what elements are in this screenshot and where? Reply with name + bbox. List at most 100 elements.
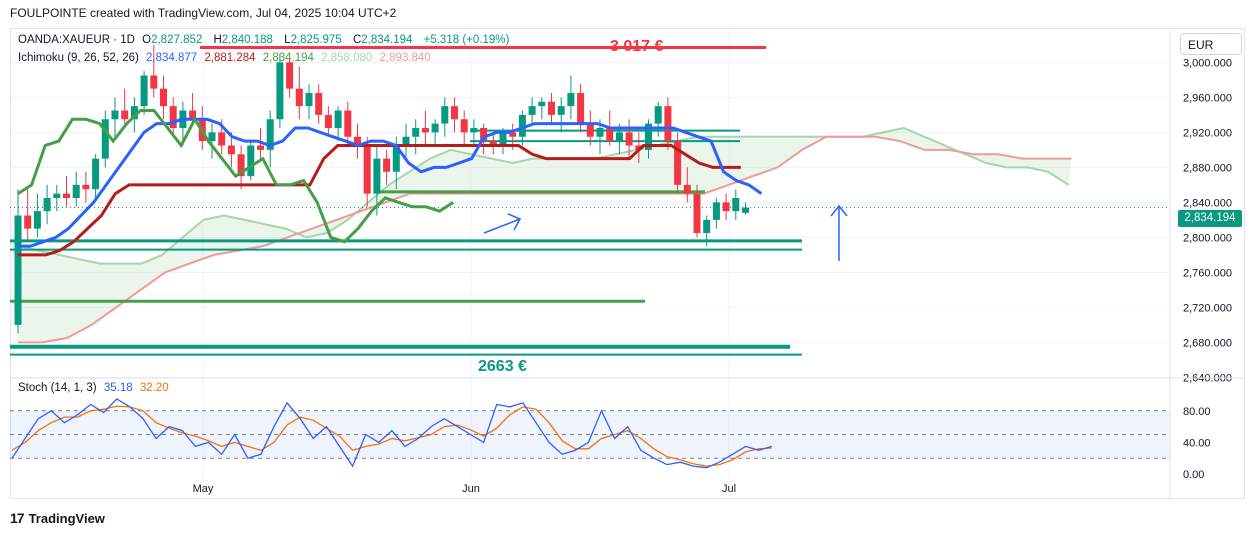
candle-body bbox=[402, 136, 410, 146]
candle-body bbox=[712, 202, 720, 220]
ichimoku-cloud bbox=[17, 126, 1072, 344]
price-axis: 3,000.000 2,960.000 2,920.000 2,880.000 2,84… bbox=[10, 30, 1245, 498]
price-tick-label: 2,960.000 bbox=[1183, 92, 1232, 104]
conversion-line bbox=[18, 117, 763, 248]
candle-body bbox=[276, 62, 284, 120]
candle-body bbox=[392, 145, 400, 172]
stoch-legend: Stoch (14, 1, 3) 35.18 32.20 bbox=[18, 382, 173, 394]
ichimoku-lines bbox=[17, 109, 763, 257]
price-tick-label: 2,720.000 bbox=[1183, 302, 1232, 314]
candle-body bbox=[53, 193, 61, 198]
brand-name: TradingView bbox=[28, 510, 105, 526]
main-legend: OANDA:XAUEUR · 1D O2,827.852 H2,840.188 … bbox=[18, 34, 513, 46]
close-label: C bbox=[352, 34, 362, 46]
candle-body bbox=[645, 123, 652, 150]
stoch-tick-label: 0.00 bbox=[1183, 469, 1204, 481]
candle-body bbox=[111, 110, 119, 120]
tradingview-logo-icon: 17 bbox=[10, 510, 25, 526]
candle-body bbox=[460, 119, 468, 133]
ichimoku-base: 2,881.284 bbox=[204, 52, 256, 64]
candle-body bbox=[606, 128, 614, 142]
stoch-d-line bbox=[11, 405, 772, 467]
ichimoku-lead-b: 2,893.840 bbox=[379, 52, 431, 64]
candle-body bbox=[92, 158, 100, 190]
candle-body bbox=[383, 158, 391, 172]
candle-body bbox=[295, 88, 303, 107]
candle-body bbox=[441, 106, 449, 124]
candle-body bbox=[24, 215, 32, 229]
candle-body bbox=[431, 123, 439, 133]
candle-body bbox=[218, 132, 226, 146]
candle-body bbox=[693, 193, 701, 233]
candle-body bbox=[567, 93, 575, 107]
lagging-line bbox=[17, 109, 455, 244]
candle-body bbox=[625, 132, 633, 146]
ichimoku-lead-a: 2,858.080 bbox=[321, 52, 373, 64]
chart-caption: FOULPOINTE created with TradingView.com,… bbox=[10, 6, 397, 20]
candle-body bbox=[305, 93, 313, 107]
stoch-tick-label: 40.00 bbox=[1183, 437, 1211, 449]
low-value: 2,825.975 bbox=[290, 34, 342, 46]
annotation-target-low: 2663 € bbox=[478, 358, 527, 375]
candle-body bbox=[489, 141, 497, 146]
candle-body bbox=[421, 128, 429, 133]
candle-body bbox=[324, 114, 332, 128]
stochastic-pane bbox=[10, 398, 1170, 469]
ichimoku-lagging: 2,834.194 bbox=[262, 52, 314, 64]
stoch-tick-label: 80.00 bbox=[1183, 406, 1211, 418]
ichimoku-legend: Ichimoku (9, 26, 52, 26) 2,834.877 2,881… bbox=[18, 52, 435, 64]
candles bbox=[14, 44, 749, 334]
open-value: 2,827.852 bbox=[151, 34, 203, 46]
candle-body bbox=[257, 145, 264, 150]
candle-body bbox=[732, 198, 740, 212]
cloud-fill bbox=[18, 128, 1072, 343]
price-tick-label: 3,000.000 bbox=[1183, 57, 1232, 69]
candle-body bbox=[140, 75, 148, 107]
chart-frame bbox=[10, 28, 1245, 499]
tradingview-brand: 17 TradingView bbox=[10, 510, 105, 526]
candle-body bbox=[509, 132, 517, 137]
candle-body bbox=[538, 101, 546, 107]
candle-body bbox=[189, 110, 197, 120]
candle-body bbox=[635, 145, 643, 150]
candle-body bbox=[43, 198, 51, 212]
stoch-name: Stoch (14, 1, 3) bbox=[18, 382, 97, 394]
candle-body bbox=[63, 193, 70, 198]
candle-body bbox=[121, 110, 129, 120]
stoch-k-line bbox=[11, 398, 772, 469]
arrow-right-drawing bbox=[483, 213, 522, 234]
candle-body bbox=[451, 106, 458, 120]
high-label: H bbox=[213, 34, 222, 46]
time-tick-label: May bbox=[193, 483, 214, 495]
candle-body bbox=[130, 106, 138, 120]
change-value: +5.318 (+0.19%) bbox=[423, 34, 510, 46]
lead-b-line bbox=[18, 135, 1072, 344]
price-tick-label: 2,840.000 bbox=[1183, 197, 1232, 209]
candle-body bbox=[596, 128, 604, 137]
candle-body bbox=[586, 123, 594, 137]
candle-body bbox=[315, 93, 323, 115]
open-label: O bbox=[142, 34, 152, 46]
time-tick-label: Jun bbox=[462, 483, 480, 495]
annotation-target-high: 3 017 € bbox=[610, 38, 664, 55]
high-value: 2,840.188 bbox=[221, 34, 273, 46]
candle-body bbox=[237, 154, 245, 177]
candle-body bbox=[150, 75, 158, 89]
price-tick-label: 2,800.000 bbox=[1183, 232, 1232, 244]
candle-body bbox=[615, 132, 623, 142]
candle-body bbox=[169, 106, 177, 128]
price-tick-label: 2,880.000 bbox=[1183, 162, 1232, 174]
candle-body bbox=[344, 110, 352, 137]
currency-button[interactable]: EUR bbox=[1180, 33, 1242, 55]
last-price-tag: 2,834.194 bbox=[1178, 210, 1242, 227]
candle-body bbox=[703, 219, 711, 233]
ichimoku-conversion: 2,834.877 bbox=[146, 52, 198, 64]
candle-body bbox=[742, 207, 749, 213]
candle-body bbox=[82, 184, 90, 190]
ichimoku-name: Ichimoku (9, 26, 52, 26) bbox=[18, 52, 139, 64]
candle-body bbox=[334, 110, 342, 128]
candle-body bbox=[470, 128, 478, 133]
stoch-d-value: 32.20 bbox=[139, 382, 169, 394]
candle-body bbox=[160, 88, 167, 107]
